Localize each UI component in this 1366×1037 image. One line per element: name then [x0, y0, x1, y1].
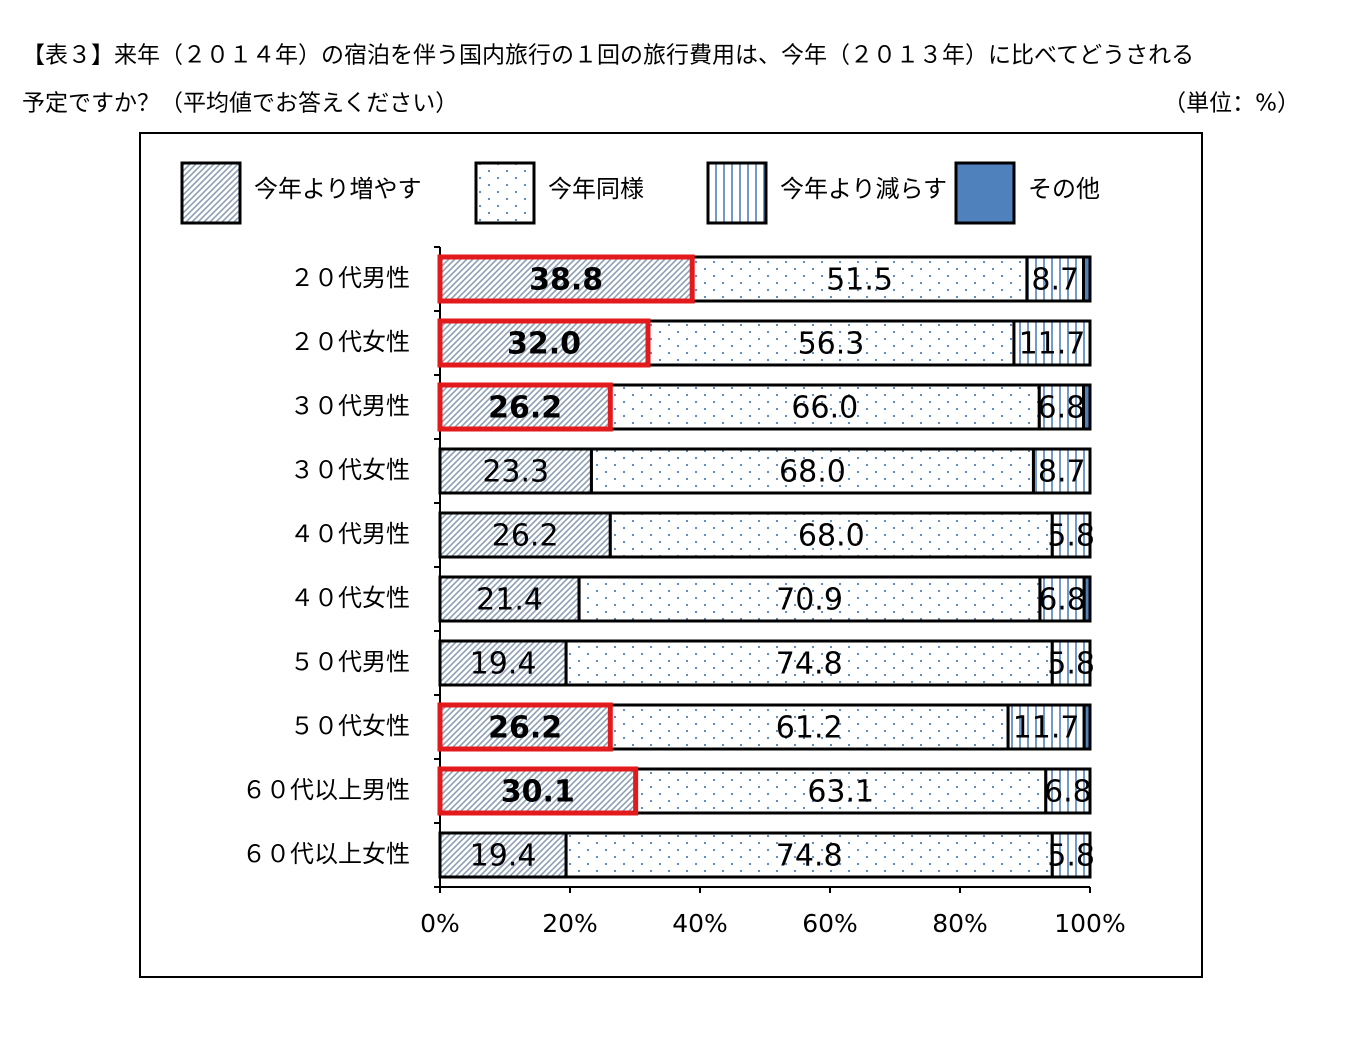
bar-segment: [1082, 703, 1092, 751]
y-tick-label: ５０代男性: [290, 648, 410, 676]
value-label: 74.8: [776, 839, 843, 874]
bar-segment: [608, 511, 1054, 559]
value-label: 11.7: [1019, 327, 1086, 362]
bar-segment: [1050, 639, 1092, 687]
value-label: 68.0: [798, 519, 865, 554]
value-label: 8.7: [1038, 455, 1086, 490]
legend-label: 今年より減らす: [780, 175, 947, 203]
value-label: 26.2: [488, 391, 562, 426]
value-label: 19.4: [470, 647, 537, 682]
title-line: 予定ですか？（平均値でお答えください）: [22, 91, 458, 117]
x-tick-label: 40%: [672, 909, 728, 938]
bar-segment: [1031, 447, 1092, 495]
y-tick-label: ２０代女性: [290, 328, 410, 356]
value-label: 30.1: [501, 775, 575, 810]
y-tick-label: ３０代女性: [290, 456, 410, 484]
legend-label: 今年同様: [548, 175, 644, 203]
value-label: 26.2: [492, 519, 559, 554]
value-label: 6.8: [1038, 583, 1086, 618]
value-label: 56.3: [798, 327, 865, 362]
bar-segment: [438, 447, 593, 495]
bar-segment: [634, 767, 1048, 815]
value-label: 19.4: [470, 839, 537, 874]
value-label: 26.2: [488, 711, 562, 746]
bar-segment: [1082, 383, 1092, 431]
value-label: 6.8: [1038, 391, 1086, 426]
value-label: 51.5: [826, 263, 893, 298]
bar-segment: [438, 511, 612, 559]
legend-swatch: [180, 161, 242, 225]
legend-swatch: [474, 161, 536, 225]
y-tick-label: ６０代以上女性: [242, 840, 410, 868]
bar-segment: [1037, 383, 1086, 431]
value-label: 61.2: [776, 711, 843, 746]
value-label: 5.8: [1047, 519, 1095, 554]
bar-segment: [437, 254, 695, 304]
title-line: 【表３】来年（２０１４年）の宿泊を伴う国内旅行の１回の旅行費用は、今年（２０１３…: [22, 43, 1194, 69]
bar-segment: [1012, 319, 1092, 367]
x-tick-label: 100%: [1054, 909, 1125, 938]
bar-segment: [690, 255, 1029, 303]
value-label: 63.1: [807, 775, 874, 810]
bar-segment: [1025, 255, 1085, 303]
x-tick-label: 20%: [542, 909, 598, 938]
value-label: 5.8: [1047, 839, 1095, 874]
bar-segment: [1050, 831, 1092, 879]
value-label: 21.4: [476, 583, 543, 618]
legend-swatch: [954, 161, 1016, 225]
legend-label: その他: [1028, 175, 1100, 203]
value-label: 68.0: [779, 455, 846, 490]
x-tick-label: 80%: [932, 909, 988, 938]
bar-segment: [1050, 511, 1092, 559]
bar-segment: [1044, 767, 1092, 815]
x-tick-label: 60%: [802, 909, 858, 938]
y-tick-label: ５０代女性: [290, 712, 410, 740]
bar-segment: [437, 766, 639, 816]
bar-segment: [438, 639, 568, 687]
value-label: 8.7: [1031, 263, 1079, 298]
chart-frame: [139, 132, 1203, 978]
value-label: 74.8: [776, 647, 843, 682]
bar-segment: [437, 318, 651, 368]
value-label: 5.8: [1047, 647, 1095, 682]
value-label: 38.8: [529, 263, 603, 298]
bar-segment: [437, 702, 613, 752]
value-label: 66.0: [791, 391, 858, 426]
value-label: 23.3: [482, 455, 549, 490]
legend-swatch: [706, 161, 768, 225]
bar-segment: [1082, 255, 1092, 303]
x-tick-label: 0%: [420, 909, 460, 938]
bar-segment: [1082, 575, 1092, 623]
value-label: 11.7: [1013, 711, 1080, 746]
value-label: 70.9: [776, 583, 843, 618]
value-label: 6.8: [1044, 775, 1092, 810]
y-tick-label: ６０代以上男性: [242, 776, 410, 804]
bar-segment: [608, 703, 1010, 751]
y-tick-label: ３０代男性: [290, 392, 410, 420]
y-tick-label: ２０代男性: [290, 264, 410, 292]
y-tick-label: ４０代女性: [290, 584, 410, 612]
unit-note: （単位：%）: [1163, 91, 1300, 117]
bar-segment: [438, 831, 568, 879]
y-tick-label: ４０代男性: [290, 520, 410, 548]
value-label: 32.0: [507, 327, 581, 362]
legend-label: 今年より増やす: [254, 175, 422, 203]
bar-segment: [437, 382, 613, 432]
